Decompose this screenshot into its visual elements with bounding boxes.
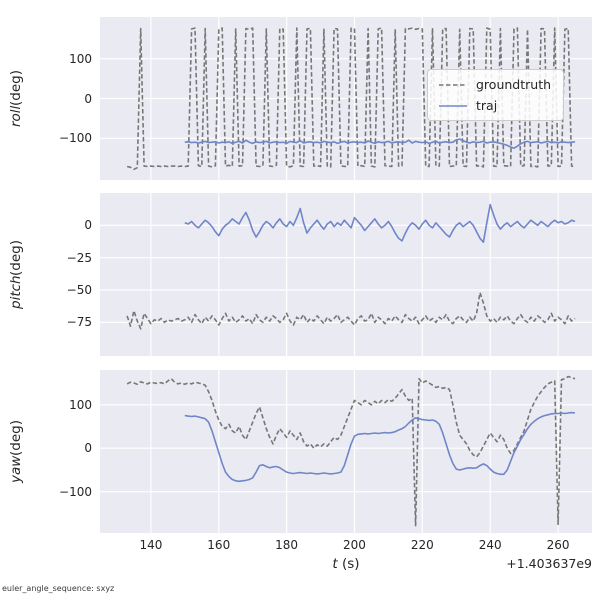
- legend-item-groundtruth: groundtruth: [438, 77, 551, 92]
- euler-sequence-note: euler_angle_sequence: sxyz: [2, 584, 115, 593]
- groundtruth-dashed-line-sample: [439, 83, 467, 86]
- x-axis-label-unit: (s): [337, 556, 360, 572]
- x-tick-label: 180: [275, 538, 299, 552]
- subplot-pitch: [100, 193, 592, 356]
- y-tick-label: 100: [69, 51, 92, 66]
- x-axis-label-var: t: [332, 556, 338, 572]
- legend-item-traj: traj: [438, 98, 551, 113]
- x-tick-label: 260: [546, 538, 570, 552]
- y-tick-label: −25: [66, 250, 92, 265]
- x-axis-offset-text: +1.403637e9: [506, 556, 592, 571]
- y-tick-label: 0: [84, 91, 92, 106]
- x-axis-label: t (s): [100, 556, 592, 572]
- x-tick-label: 200: [343, 538, 366, 552]
- legend-label-traj: traj: [476, 98, 498, 113]
- subplot-yaw: [100, 370, 592, 533]
- y-tick-label: 0: [84, 218, 92, 233]
- legend: groundtruth traj: [427, 69, 565, 121]
- y-tick-label: 0: [84, 441, 92, 456]
- roll-axis-label-var: roll: [8, 105, 24, 128]
- y-tick-label: −75: [66, 315, 92, 330]
- yaw-axis-label-var: yaw: [8, 455, 24, 484]
- legend-label-groundtruth: groundtruth: [476, 77, 552, 92]
- y-tick-label: 100: [69, 397, 92, 412]
- yaw-axes: [100, 370, 592, 533]
- y-tick-label: −100: [59, 484, 92, 499]
- x-tick-label: 160: [207, 538, 231, 552]
- x-tick-label: 240: [478, 538, 502, 552]
- x-tick-label: 140: [139, 538, 163, 552]
- y-tick-label: −100: [59, 131, 92, 146]
- x-tick-label: 220: [410, 538, 434, 552]
- traj-solid-line-sample: [439, 104, 467, 107]
- y-tick-label: −50: [66, 283, 92, 298]
- pitch-axes: [100, 193, 592, 356]
